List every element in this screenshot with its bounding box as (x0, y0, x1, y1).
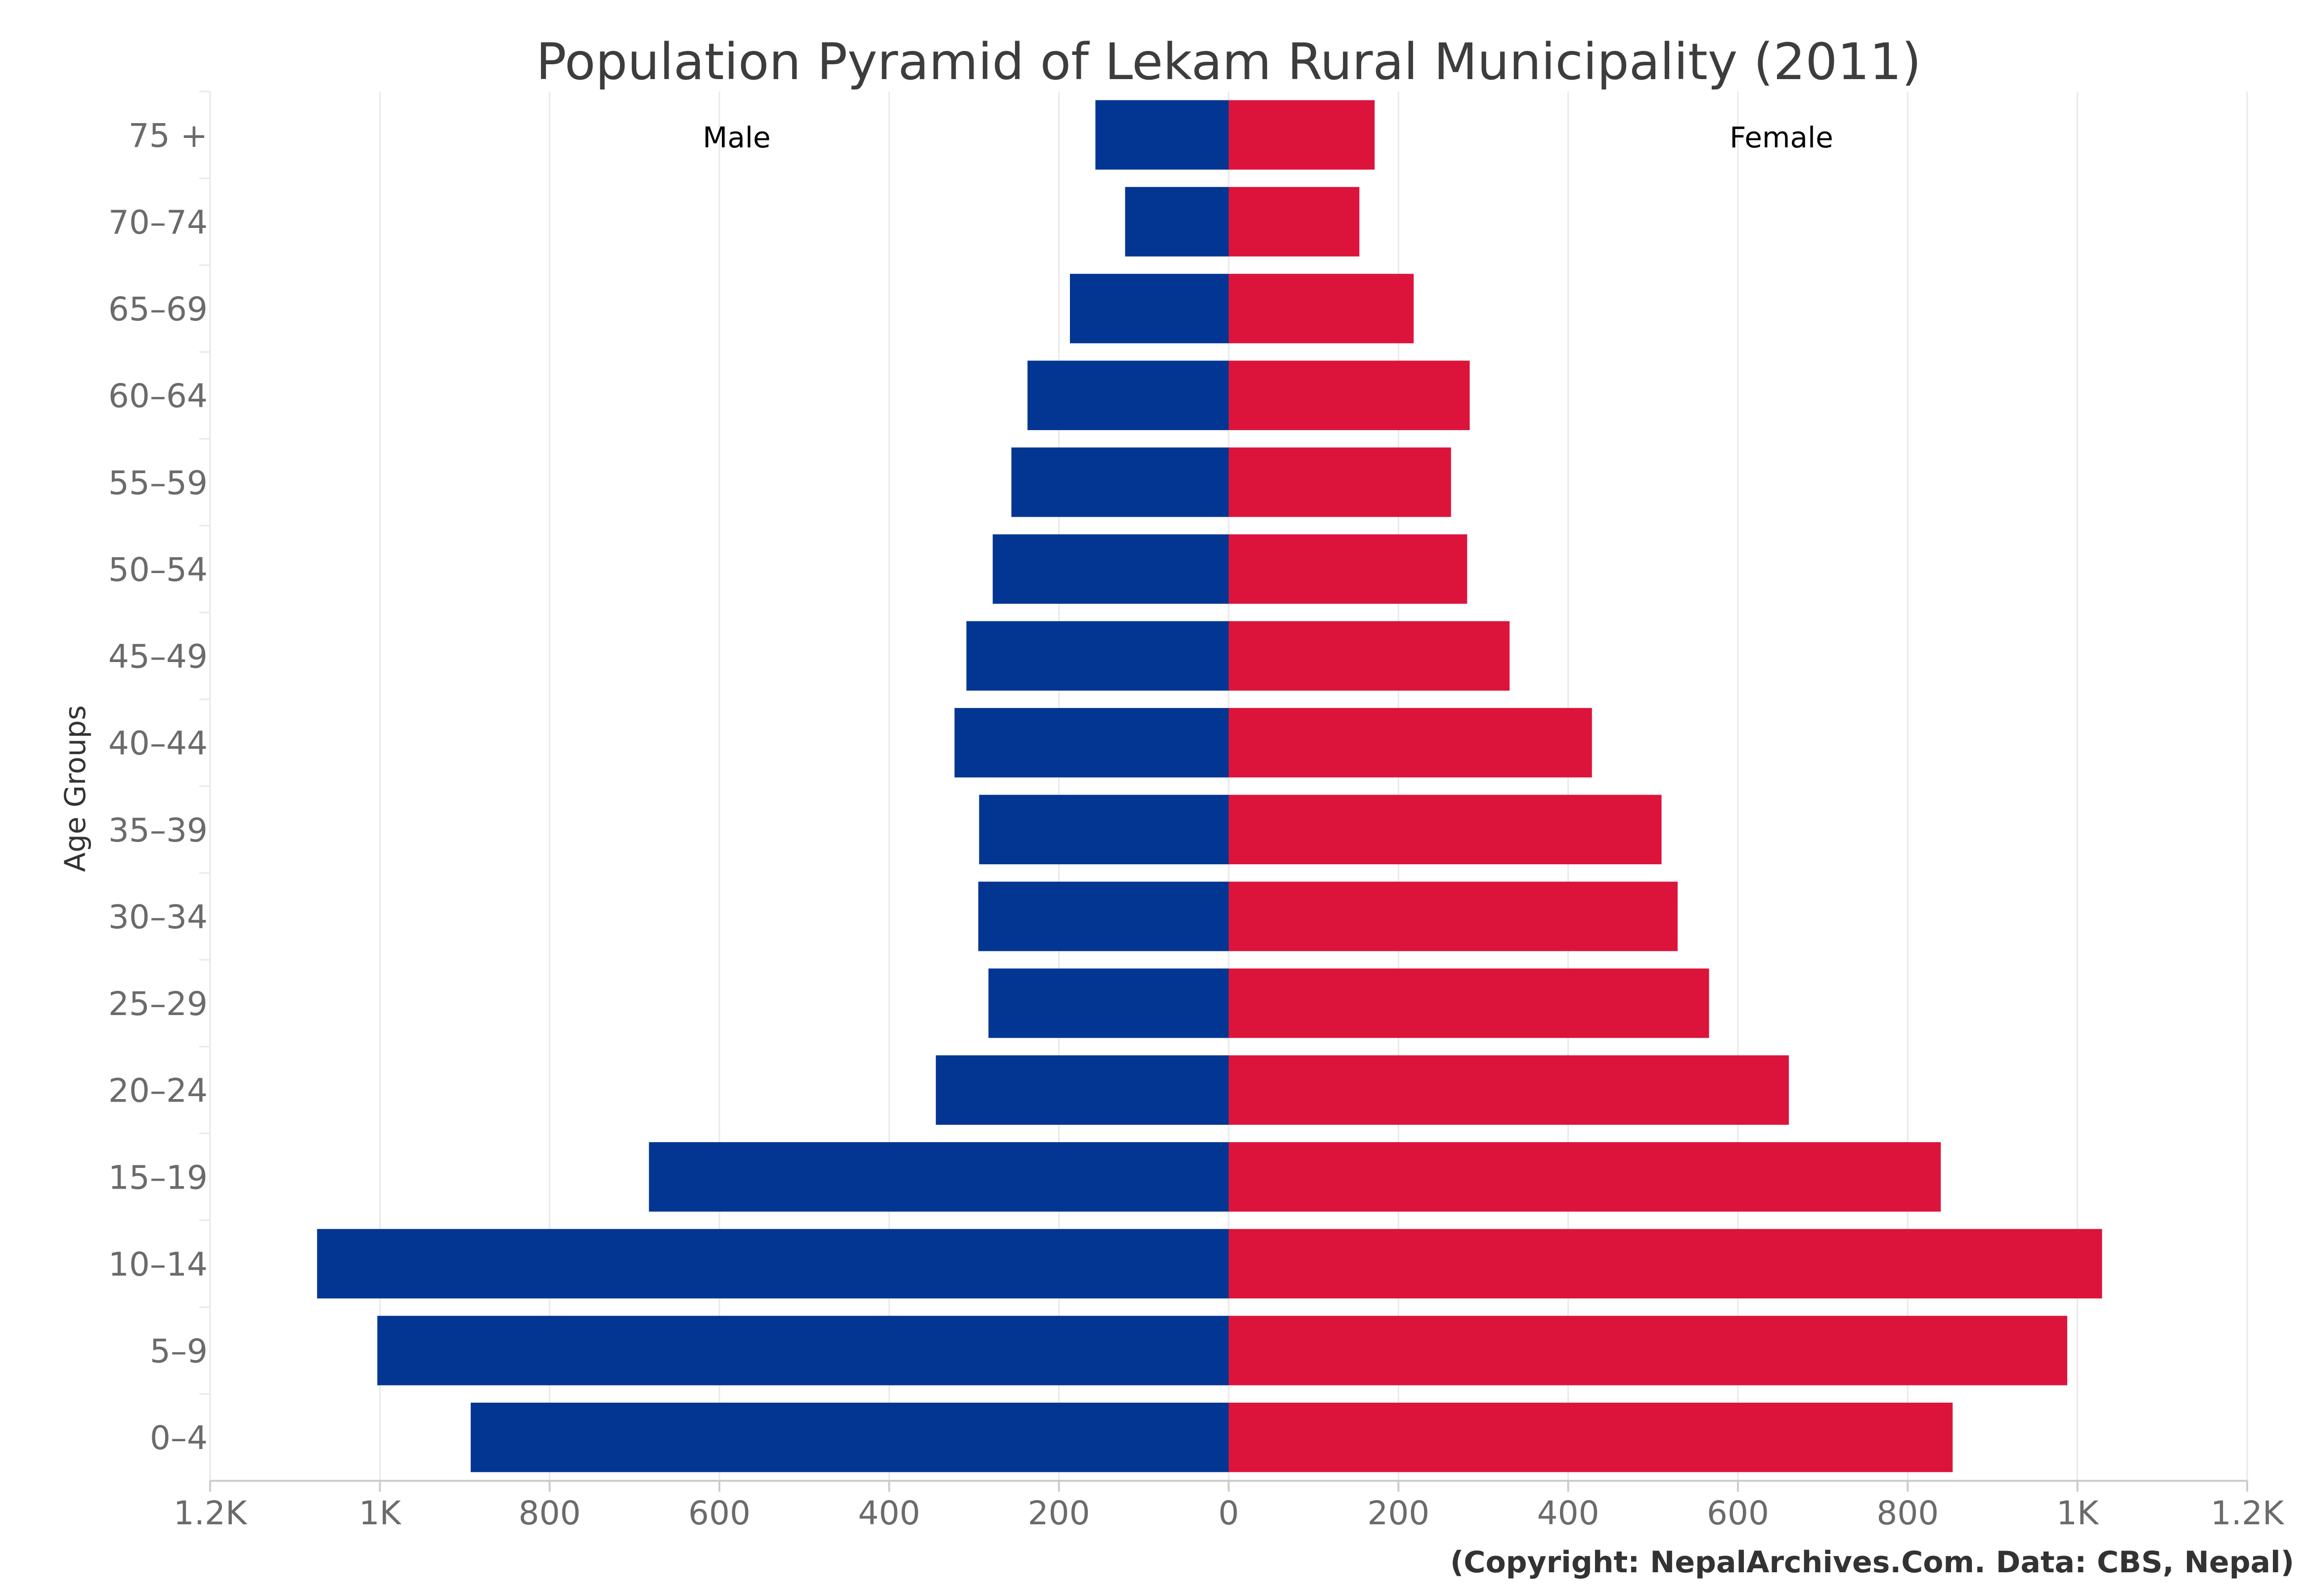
male-bar (317, 1229, 1229, 1299)
x-tick-label: 200 (1367, 1494, 1429, 1532)
x-tick-label: 600 (688, 1494, 751, 1532)
x-tick-label: 400 (858, 1494, 920, 1532)
x-tick-label: 1K (2056, 1494, 2099, 1532)
y-tick-label: 75 + (129, 117, 208, 155)
x-tick-label: 1.2K (174, 1494, 248, 1532)
y-tick-label: 70–74 (108, 203, 208, 241)
male-bar (978, 882, 1229, 951)
male-bar (988, 968, 1229, 1038)
male-bar (1011, 447, 1229, 517)
y-tick-label: 20–24 (108, 1072, 208, 1110)
x-tick-label: 400 (1537, 1494, 1599, 1532)
female-bar (1229, 795, 1662, 865)
female-bar (1229, 1316, 2068, 1385)
copyright-credit: (Copyright: NepalArchives.Com. Data: CBS… (1450, 1545, 2294, 1580)
axes: 75 + 70–74 65–69 60–64 55–59 50–54 45–49 40–44 3… (108, 90, 2285, 1532)
female-bar (1229, 882, 1678, 951)
male-bar (1069, 273, 1229, 344)
y-tick-label: 30–34 (108, 898, 208, 936)
female-bar (1229, 1142, 1941, 1212)
female-bar (1229, 360, 1470, 430)
x-tick-label: 1K (359, 1494, 402, 1532)
y-tick-label: 0–4 (150, 1419, 208, 1457)
female-bar (1229, 187, 1360, 257)
y-tick-label: 10–14 (108, 1245, 208, 1284)
female-bar (1229, 534, 1467, 604)
male-bar (992, 534, 1229, 604)
y-tick-label: 45–49 (108, 638, 208, 676)
x-tick-label: 600 (1707, 1494, 1769, 1532)
female-bar (1229, 968, 1709, 1038)
male-bar (1095, 100, 1229, 170)
x-tick-label: 0 (1218, 1494, 1239, 1532)
x-tick-label: 200 (1028, 1494, 1090, 1532)
female-bar (1229, 1229, 2102, 1299)
male-bar (471, 1402, 1229, 1472)
female-bar (1229, 447, 1451, 517)
female-bar (1229, 621, 1510, 691)
y-tick-label: 15–19 (108, 1158, 208, 1197)
male-bar (979, 795, 1229, 865)
y-tick-label: 35–39 (108, 811, 208, 849)
chart-title: Population Pyramid of Lekam Rural Munici… (536, 33, 1921, 91)
male-side-label: Male (703, 121, 770, 154)
y-tick-label: 25–29 (108, 985, 208, 1023)
male-bar (1027, 360, 1229, 430)
x-tick-label: 1.2K (2211, 1494, 2285, 1532)
male-bar (377, 1316, 1229, 1385)
y-tick-label: 55–59 (108, 464, 208, 502)
x-tick-label: 800 (519, 1494, 581, 1532)
female-bar (1229, 273, 1414, 344)
bars (317, 100, 2102, 1472)
chart-text: Population Pyramid of Lekam Rural Munici… (58, 33, 2294, 1580)
female-bar (1229, 1055, 1789, 1125)
male-bar (1125, 187, 1229, 257)
male-bar (966, 621, 1229, 691)
y-axis-title: Age Groups (58, 705, 92, 872)
x-tick-label: 800 (1876, 1494, 1939, 1532)
male-bar (935, 1055, 1229, 1125)
y-tick-label: 5–9 (150, 1332, 208, 1371)
y-tick-label: 60–64 (108, 377, 208, 415)
y-tick-label: 50–54 (108, 551, 208, 589)
female-side-label: Female (1730, 121, 1833, 154)
female-bar (1229, 100, 1375, 170)
female-bar (1229, 1402, 1953, 1472)
male-bar (649, 1142, 1229, 1212)
y-tick-label: 65–69 (108, 290, 208, 328)
female-bar (1229, 708, 1592, 778)
male-bar (954, 708, 1229, 778)
y-tick-label: 40–44 (108, 724, 208, 762)
